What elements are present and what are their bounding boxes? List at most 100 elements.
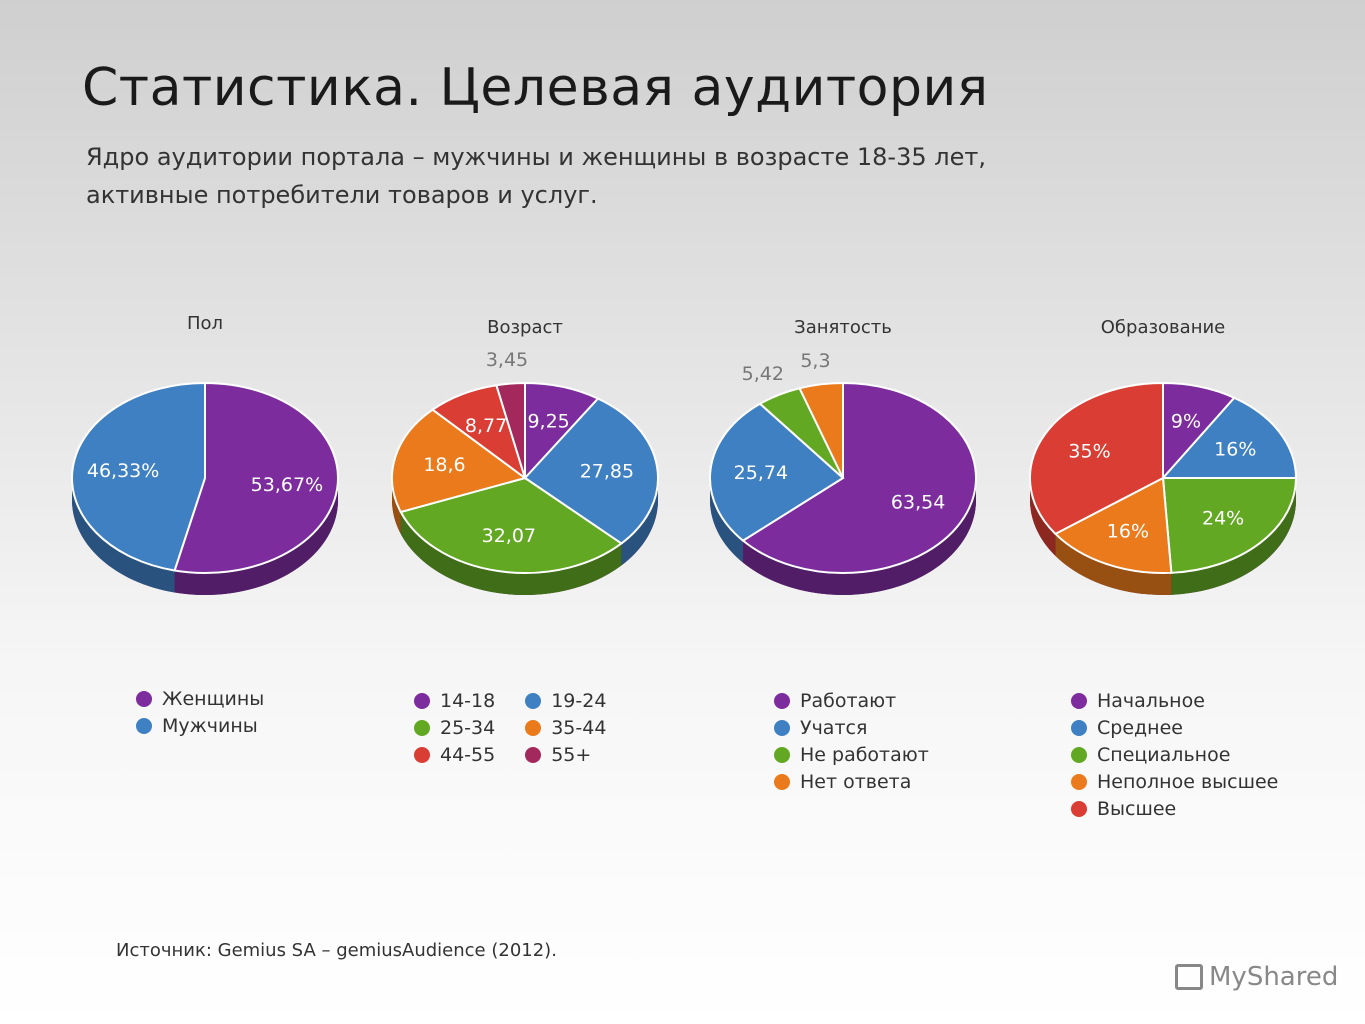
legend-marker <box>774 693 790 709</box>
legend-item: Неполное высшее <box>1071 771 1278 793</box>
pie-slice <box>524 381 600 481</box>
data-label: 35% <box>1068 440 1110 462</box>
legend-marker <box>525 720 542 736</box>
legend-item: Начальное <box>1071 690 1278 712</box>
data-label: 9% <box>1171 410 1201 432</box>
data-label: 5,3 <box>800 350 830 372</box>
chart-title: Возраст <box>487 317 563 338</box>
pie-slice <box>1053 476 1173 574</box>
pie-0: 53,67% 46,33% <box>71 381 339 595</box>
pie-slice-side <box>743 478 976 596</box>
legend-label: Мужчины <box>162 715 258 737</box>
data-label: 5,42 <box>742 363 784 385</box>
pie-slice <box>798 381 844 479</box>
legend-item: 35-44 <box>525 717 606 739</box>
legend-item: 44-55 <box>414 744 495 766</box>
legend-item: Специальное <box>1071 744 1278 766</box>
legend-marker <box>525 693 542 709</box>
legend-item: Нет ответа <box>774 771 929 793</box>
legend-label: Среднее <box>1097 717 1183 739</box>
page-title: Статистика. Целевая аудитория <box>82 58 989 118</box>
pie-slice <box>495 381 526 479</box>
pie-slice-side <box>710 478 744 563</box>
legend-marker <box>1071 720 1087 736</box>
data-label: 24% <box>1202 507 1244 529</box>
pie-2: 63,54 25,74 5,42 5,3 <box>709 350 977 596</box>
pie-slice-side <box>400 511 622 595</box>
data-label: 63,54 <box>891 491 945 513</box>
pie-slice <box>523 397 659 545</box>
legend-marker <box>414 747 430 763</box>
data-label: 27,85 <box>580 460 634 482</box>
legend-label: Высшее <box>1097 798 1177 820</box>
subtitle: Ядро аудитории портала – мужчины и женщи… <box>86 138 1086 214</box>
chart-title: Пол <box>186 313 224 334</box>
legend-label: 35-44 <box>551 717 607 739</box>
legend-marker <box>1071 747 1087 763</box>
legend-label: Неполное высшее <box>1097 771 1279 793</box>
legend-item: 14-18 <box>414 690 495 712</box>
pie-slice-side <box>1171 478 1296 595</box>
pie-slice-side <box>621 478 658 566</box>
chart-title: Занятость <box>794 317 892 338</box>
subtitle-line-2: активные потребители товаров и услуг. <box>86 181 598 209</box>
data-label: 16% <box>1107 520 1149 542</box>
legend-item: Учатся <box>774 717 929 739</box>
data-label: 3,45 <box>486 349 528 371</box>
legend-label: Начальное <box>1097 690 1205 712</box>
legend: Начальное Среднее Специальное Неполное высш… <box>1071 690 1278 820</box>
legend-item: Женщины <box>136 688 264 710</box>
legend-label: Нет ответа <box>800 771 912 793</box>
pie-slice-side <box>392 478 401 534</box>
pie-slice <box>1160 396 1298 479</box>
legend-item: Не работают <box>774 744 929 766</box>
pie-slice-side <box>1055 533 1172 596</box>
data-label: 32,07 <box>482 525 536 547</box>
legend-item: Мужчины <box>136 715 264 737</box>
pie-slice <box>399 476 624 574</box>
legend-item: 55+ <box>525 744 606 766</box>
legend-marker <box>136 718 152 734</box>
legend-label: Женщины <box>162 688 265 710</box>
pie-slice-side <box>1030 478 1056 556</box>
pie-slice <box>709 402 845 542</box>
legend-marker <box>525 747 542 763</box>
source-note: Источник: Gemius SA – gemiusAudience (20… <box>116 940 557 961</box>
pie-1: 9,25 27,85 32,07 18,68,77 3,45 <box>391 349 659 595</box>
pie-slice <box>1161 477 1298 574</box>
legend-item: 19-24 <box>525 690 606 712</box>
legend-item: 25-34 <box>414 717 495 739</box>
legend-marker <box>774 774 790 790</box>
legend-label: 25-34 <box>440 717 496 739</box>
subtitle-line-1: Ядро аудитории портала – мужчины и женщи… <box>86 143 986 171</box>
data-label: 8,77 <box>465 415 507 437</box>
data-label: 9,25 <box>527 411 569 433</box>
legend-marker <box>136 691 152 707</box>
legend: Женщины Мужчины <box>136 688 264 737</box>
legend-label: Учатся <box>800 717 868 739</box>
pie-slice-side <box>174 478 338 595</box>
pie-slice <box>741 381 977 574</box>
data-label: 46,33% <box>87 460 159 482</box>
legend-label: 19-24 <box>551 690 607 712</box>
legend-marker <box>414 720 430 736</box>
pie-slice <box>173 381 339 574</box>
legend-label: Работают <box>800 690 897 712</box>
legend-item: Работают <box>774 690 929 712</box>
legend-label: 44-55 <box>440 744 496 766</box>
legend: 14-18 19-24 25-34 35-44 44-55 55+ <box>414 690 606 766</box>
pie-slice-side <box>72 478 175 593</box>
legend-marker <box>1071 693 1087 709</box>
legend-label: Не работают <box>800 744 929 766</box>
legend-label: 14-18 <box>440 690 496 712</box>
pie-slice <box>391 408 528 514</box>
logo-icon <box>1175 964 1203 990</box>
legend-item: Высшее <box>1071 798 1278 820</box>
legend-marker <box>1071 801 1087 817</box>
pie-slice <box>71 381 206 572</box>
data-label: 25,74 <box>734 462 788 484</box>
legend-marker <box>1071 774 1087 790</box>
data-label: 18,6 <box>423 454 465 476</box>
legend-label: Специальное <box>1097 744 1231 766</box>
